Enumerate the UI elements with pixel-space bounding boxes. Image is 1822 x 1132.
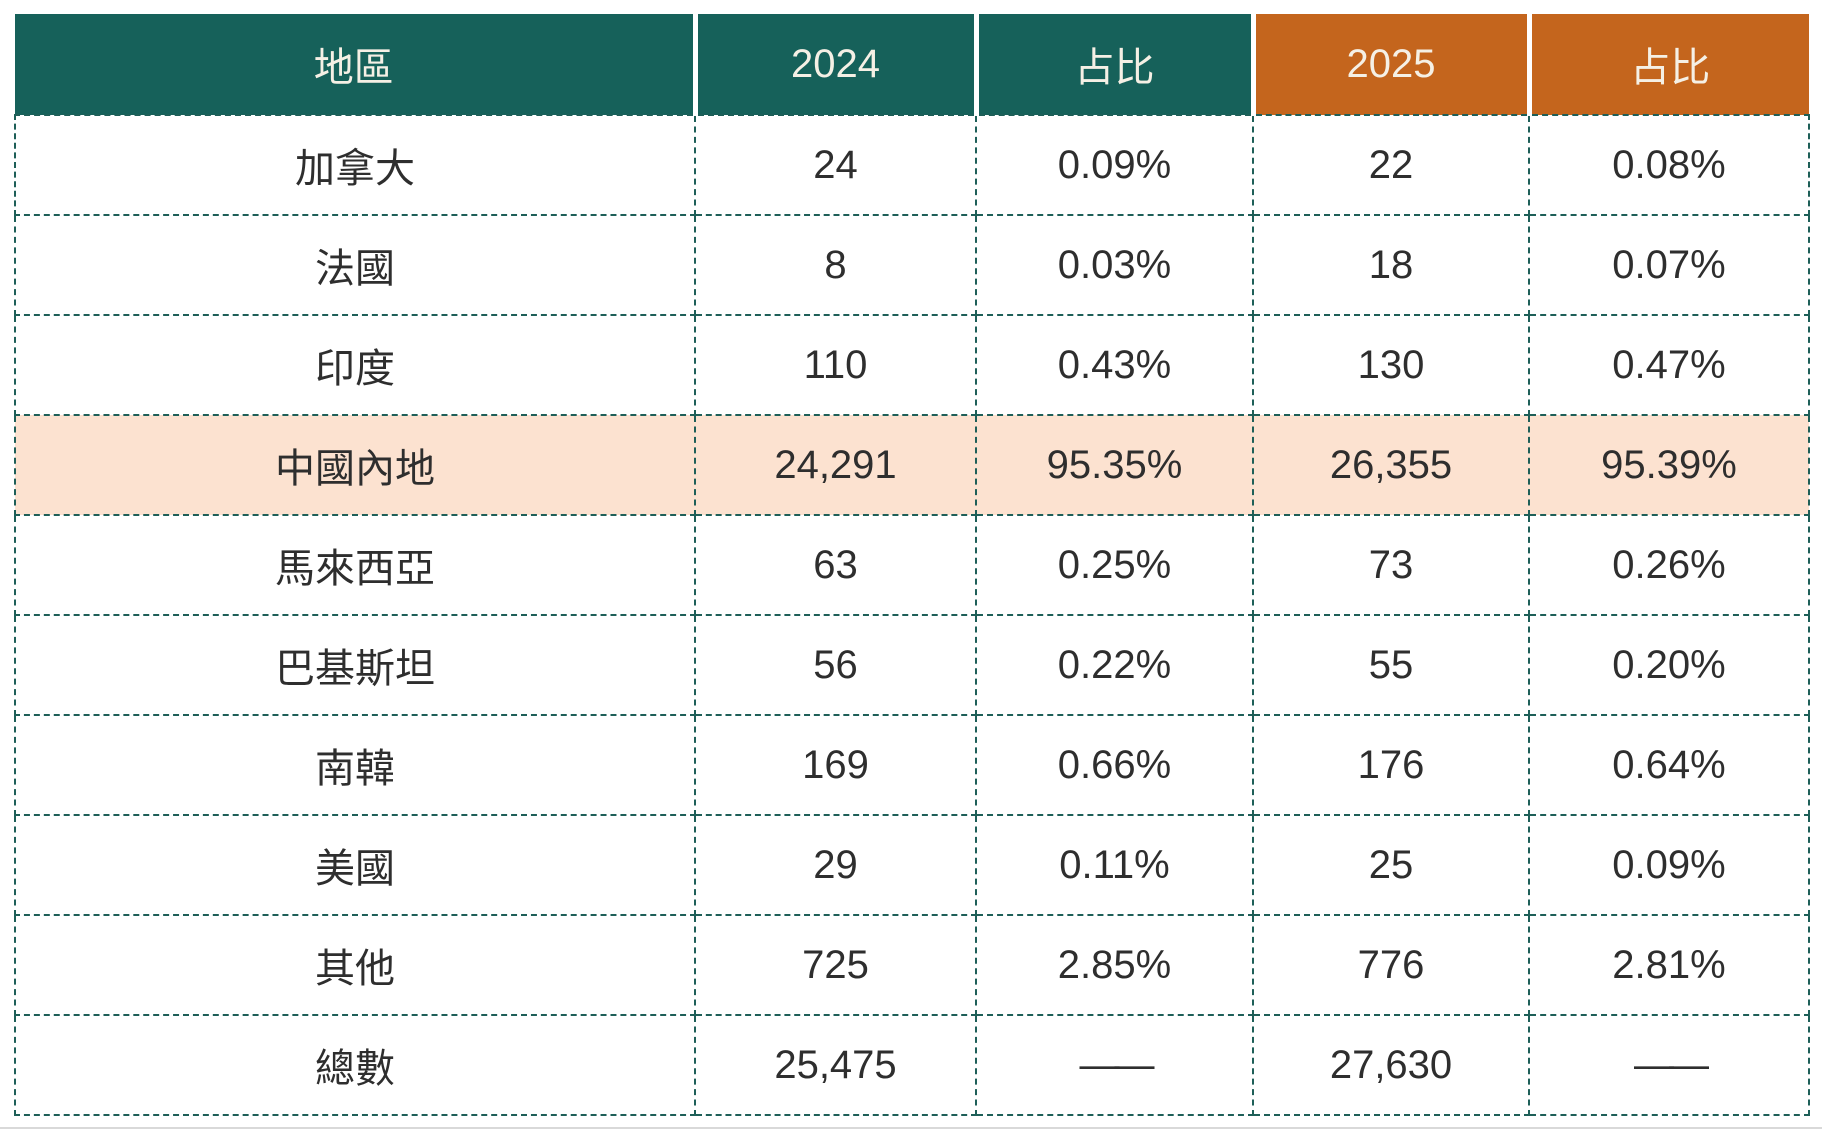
- col-header-2025: 2025: [1250, 14, 1529, 115]
- table-body: 加拿大 24 0.09% 22 0.08% 法國 8 0.03% 18 0.07% 印度 110 0.4…: [14, 114, 1810, 1116]
- table-row: 南韓 169 0.66% 176 0.64%: [14, 714, 1810, 816]
- value-cell: 24,291: [694, 414, 977, 516]
- value-cell: 63: [694, 514, 977, 616]
- value-cell: 25: [1252, 814, 1530, 916]
- value-cell: 2.81%: [1528, 914, 1810, 1016]
- region-cell: 美國: [14, 814, 696, 916]
- value-cell: 55: [1252, 614, 1530, 716]
- col-header-2025-share: 占比: [1526, 14, 1809, 115]
- value-cell: 25,475: [694, 1014, 977, 1116]
- value-cell: 169: [694, 714, 977, 816]
- value-cell: 24: [694, 114, 977, 216]
- value-cell: 725: [694, 914, 977, 1016]
- table-row: 中國內地 24,291 95.35% 26,355 95.39%: [14, 414, 1810, 516]
- value-cell: 0.08%: [1528, 114, 1810, 216]
- value-cell: 0.03%: [975, 214, 1254, 316]
- header-row: 地區 2024 占比 2025 占比: [15, 14, 1809, 115]
- value-cell: 73: [1252, 514, 1530, 616]
- value-cell: 110: [694, 314, 977, 416]
- value-cell: 0.07%: [1528, 214, 1810, 316]
- value-cell: 18: [1252, 214, 1530, 316]
- value-cell: 0.11%: [975, 814, 1254, 916]
- col-header-2024-share: 占比: [973, 14, 1253, 115]
- value-cell: 8: [694, 214, 977, 316]
- region-cell: 馬來西亞: [14, 514, 696, 616]
- value-cell: 29: [694, 814, 977, 916]
- region-cell: 總數: [14, 1014, 696, 1116]
- value-cell: 0.20%: [1528, 614, 1810, 716]
- value-cell: 95.39%: [1528, 414, 1810, 516]
- region-cell: 其他: [14, 914, 696, 1016]
- value-cell: 27,630: [1252, 1014, 1530, 1116]
- value-cell: 0.64%: [1528, 714, 1810, 816]
- value-cell: 176: [1252, 714, 1530, 816]
- value-cell: 22: [1252, 114, 1530, 216]
- value-cell: ——: [975, 1014, 1254, 1116]
- table-row: 美國 29 0.11% 25 0.09%: [14, 814, 1810, 916]
- table-row: 法國 8 0.03% 18 0.07%: [14, 214, 1810, 316]
- table-row: 加拿大 24 0.09% 22 0.08%: [14, 114, 1810, 216]
- value-cell: 776: [1252, 914, 1530, 1016]
- value-cell: 95.35%: [975, 414, 1254, 516]
- value-cell: 56: [694, 614, 977, 716]
- col-header-region: 地區: [15, 14, 695, 115]
- value-cell: 0.26%: [1528, 514, 1810, 616]
- table-row: 總數 25,475 —— 27,630 ——: [14, 1014, 1810, 1116]
- value-cell: 0.66%: [975, 714, 1254, 816]
- bottom-divider-line: [0, 1127, 1822, 1129]
- table-row: 印度 110 0.43% 130 0.47%: [14, 314, 1810, 416]
- value-cell: ——: [1528, 1014, 1810, 1116]
- value-cell: 130: [1252, 314, 1530, 416]
- value-cell: 2.85%: [975, 914, 1254, 1016]
- value-cell: 0.09%: [1528, 814, 1810, 916]
- value-cell: 26,355: [1252, 414, 1530, 516]
- value-cell: 0.25%: [975, 514, 1254, 616]
- region-stats-table: 地區 2024 占比 2025 占比 加拿大 24 0.09% 22 0.08% 法國 8 0…: [14, 14, 1810, 1116]
- region-cell: 南韓: [14, 714, 696, 816]
- value-cell: 0.09%: [975, 114, 1254, 216]
- region-cell: 中國內地: [14, 414, 696, 516]
- col-header-2024: 2024: [692, 14, 976, 115]
- table-row: 其他 725 2.85% 776 2.81%: [14, 914, 1810, 1016]
- region-cell: 巴基斯坦: [14, 614, 696, 716]
- value-cell: 0.43%: [975, 314, 1254, 416]
- region-cell: 加拿大: [14, 114, 696, 216]
- table-row: 馬來西亞 63 0.25% 73 0.26%: [14, 514, 1810, 616]
- value-cell: 0.47%: [1528, 314, 1810, 416]
- region-cell: 法國: [14, 214, 696, 316]
- value-cell: 0.22%: [975, 614, 1254, 716]
- table-row: 巴基斯坦 56 0.22% 55 0.20%: [14, 614, 1810, 716]
- region-cell: 印度: [14, 314, 696, 416]
